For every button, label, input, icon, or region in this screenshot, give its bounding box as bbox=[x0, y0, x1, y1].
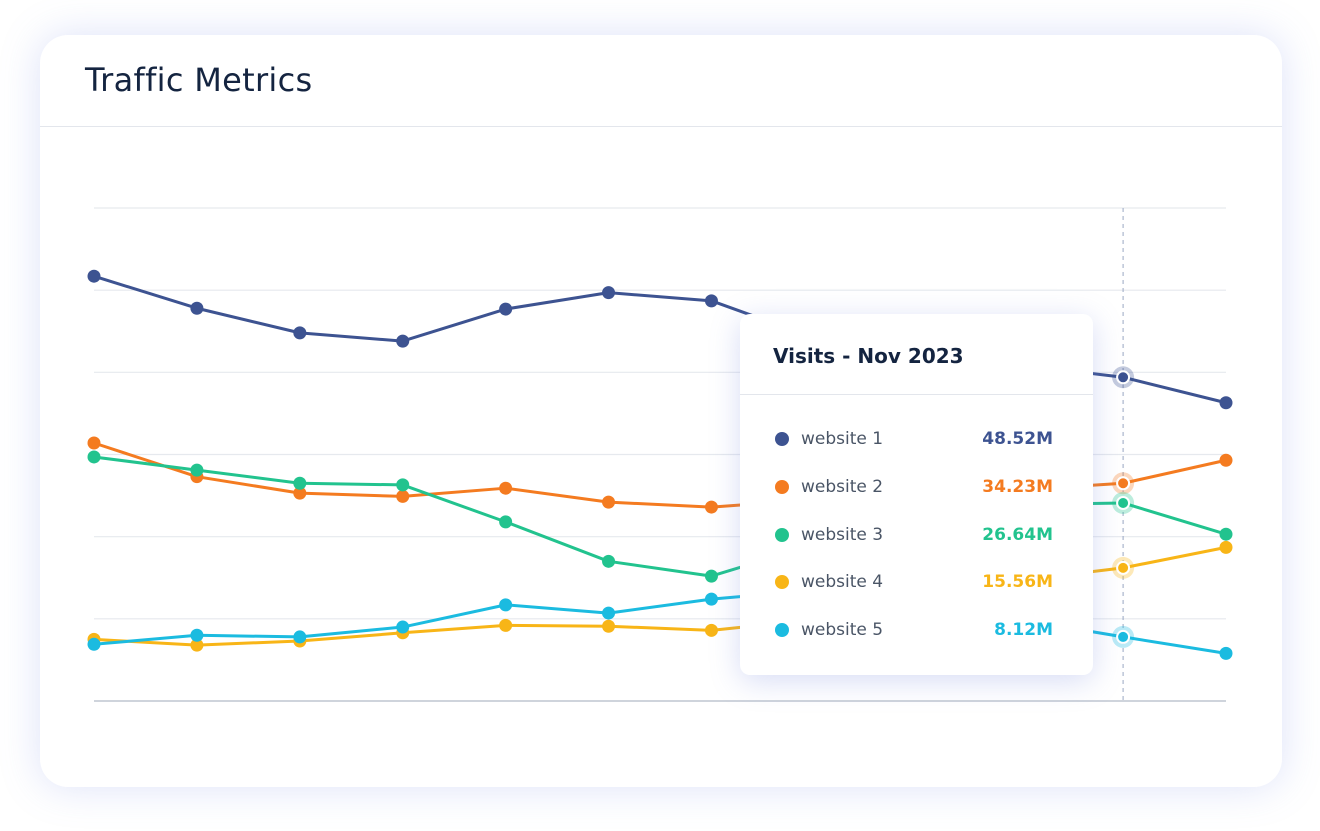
tooltip-row: website 4 15.56M bbox=[773, 570, 1053, 594]
point bbox=[396, 489, 410, 503]
point bbox=[293, 486, 307, 500]
tooltip-row: website 3 26.64M bbox=[773, 523, 1053, 547]
legend-label: website 4 bbox=[801, 572, 884, 593]
point bbox=[190, 463, 204, 477]
card-title: Traffic Metrics bbox=[85, 61, 313, 99]
point bbox=[1116, 629, 1131, 644]
tooltip-value: 26.64M bbox=[982, 524, 1053, 545]
point bbox=[87, 637, 101, 651]
point bbox=[499, 302, 513, 316]
point bbox=[704, 569, 718, 583]
tooltip-value: 34.23M bbox=[982, 476, 1053, 497]
point bbox=[602, 606, 616, 620]
tooltip-title: Visits - Nov 2023 bbox=[773, 344, 964, 368]
point bbox=[602, 495, 616, 509]
legend-label: website 1 bbox=[801, 429, 884, 449]
point bbox=[1219, 646, 1233, 660]
point bbox=[293, 630, 307, 644]
legend-label: website 2 bbox=[801, 476, 884, 497]
point bbox=[293, 326, 307, 340]
point bbox=[499, 598, 513, 612]
point bbox=[704, 500, 718, 514]
point bbox=[1116, 560, 1131, 575]
point bbox=[190, 301, 204, 315]
point bbox=[602, 286, 616, 300]
legend-marker bbox=[775, 575, 789, 590]
point bbox=[1219, 453, 1233, 467]
point bbox=[499, 618, 513, 632]
point bbox=[704, 294, 718, 308]
point bbox=[1116, 495, 1131, 510]
legend-marker bbox=[775, 527, 789, 542]
point bbox=[396, 478, 410, 492]
tooltip-row: website 5 8.12M bbox=[773, 618, 1053, 642]
tooltip-value: 15.56M bbox=[982, 572, 1053, 593]
tooltip: Visits - Nov 2023 website 1 48.52M website… bbox=[740, 314, 1093, 675]
legend-label: website 5 bbox=[801, 620, 884, 641]
legend-label: website 3 bbox=[801, 524, 884, 545]
tooltip-row: website 2 34.23M bbox=[773, 475, 1053, 499]
point bbox=[602, 554, 616, 568]
point bbox=[87, 436, 101, 450]
point bbox=[704, 592, 718, 606]
legend-marker bbox=[775, 432, 789, 446]
point bbox=[190, 638, 204, 652]
tooltip-row: website 1 48.52M bbox=[773, 427, 1053, 451]
tooltip-value: 48.52M bbox=[982, 429, 1053, 449]
point bbox=[1219, 540, 1233, 554]
divider bbox=[40, 126, 1282, 127]
tooltip-value: 8.12M bbox=[994, 620, 1053, 641]
point bbox=[87, 269, 101, 283]
point bbox=[293, 476, 307, 490]
point bbox=[499, 481, 513, 495]
point bbox=[602, 619, 616, 633]
point bbox=[396, 334, 410, 348]
point bbox=[704, 623, 718, 637]
point bbox=[1116, 370, 1131, 385]
legend-marker bbox=[775, 479, 789, 494]
point bbox=[190, 628, 204, 642]
tooltip-divider bbox=[740, 394, 1093, 395]
point bbox=[87, 450, 101, 464]
point bbox=[1219, 527, 1233, 541]
legend-marker bbox=[775, 623, 789, 638]
point bbox=[396, 620, 410, 634]
point bbox=[1116, 476, 1131, 491]
point bbox=[1219, 396, 1233, 410]
point bbox=[499, 515, 513, 529]
